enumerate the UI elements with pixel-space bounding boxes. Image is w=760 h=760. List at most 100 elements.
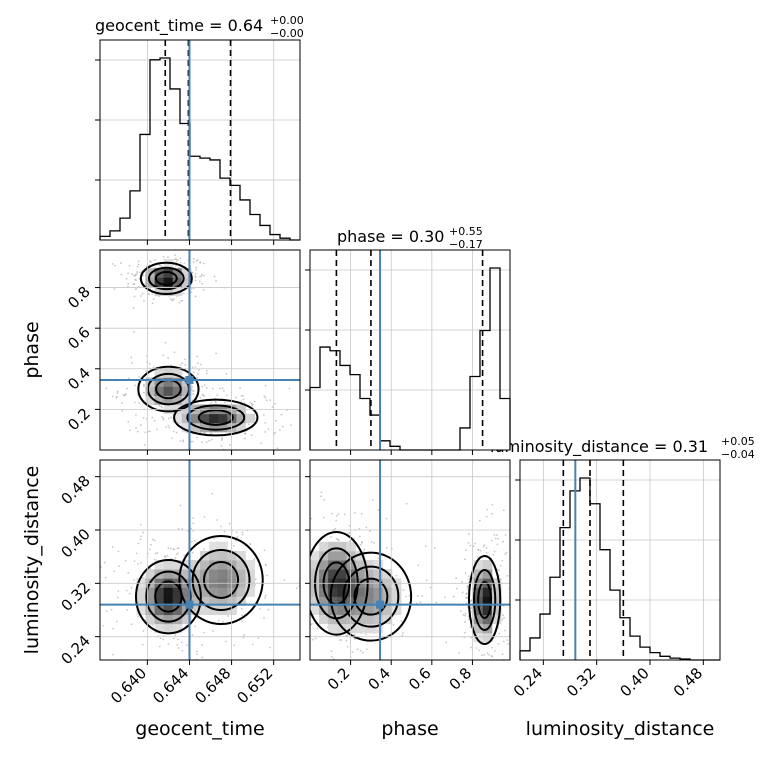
sample-point xyxy=(502,509,505,512)
sample-point xyxy=(263,395,266,397)
density-cell xyxy=(163,587,174,597)
x-tick-label: 0.640 xyxy=(107,664,150,707)
sample-point xyxy=(191,389,194,392)
sample-point xyxy=(241,614,244,617)
density-cell xyxy=(163,623,174,634)
sample-point xyxy=(141,643,144,646)
y-tick-label: 0.4 xyxy=(64,364,94,394)
density-cell xyxy=(227,569,237,579)
density-cell xyxy=(163,277,174,287)
sample-point xyxy=(274,419,277,422)
sample-point xyxy=(445,641,448,644)
sample-point xyxy=(174,254,176,257)
sample-point xyxy=(156,552,159,554)
sample-point xyxy=(130,623,133,626)
sample-point xyxy=(402,589,405,592)
sample-point xyxy=(491,512,493,515)
sample-point xyxy=(116,390,119,393)
density-cell xyxy=(145,587,156,597)
sample-point xyxy=(202,289,205,291)
density-cell xyxy=(154,386,165,396)
density-cell xyxy=(227,587,237,597)
density-cell xyxy=(218,422,228,433)
histogram-phase xyxy=(309,267,511,451)
sample-point xyxy=(192,522,195,525)
sample-point xyxy=(148,430,151,433)
sample-point xyxy=(365,526,368,529)
sample-point xyxy=(484,670,486,672)
sample-point xyxy=(498,632,501,635)
title-luminosity-distance-label: luminosity_distance = 0.31 xyxy=(490,437,708,457)
sample-point xyxy=(225,640,227,643)
density-geocent_time-phase-panel: 0.2 0.4 0.6 0.8 xyxy=(64,248,301,455)
y-tick-label: 0.24 xyxy=(57,632,93,668)
sample-point xyxy=(486,508,488,511)
sample-point xyxy=(467,533,470,536)
sample-point xyxy=(377,509,380,511)
sample-point xyxy=(200,273,203,276)
sample-point xyxy=(133,579,135,581)
sample-point xyxy=(280,413,283,416)
sample-point xyxy=(194,248,196,250)
x-tick-label: 0.652 xyxy=(233,664,276,707)
density-cell xyxy=(172,587,183,597)
sample-point xyxy=(458,652,461,654)
sample-point xyxy=(173,548,175,551)
sample-point xyxy=(424,545,427,548)
sample-point xyxy=(191,634,194,636)
sample-point xyxy=(502,614,504,617)
sample-point xyxy=(203,548,205,551)
sample-point xyxy=(504,553,507,555)
contour-line xyxy=(173,398,259,437)
sample-point xyxy=(283,579,286,582)
sample-point xyxy=(216,394,219,397)
title-phase-label: phase = 0.30 xyxy=(337,227,444,246)
density-cell xyxy=(209,422,219,433)
density-cell xyxy=(209,560,219,570)
sample-point xyxy=(160,265,163,267)
sample-point xyxy=(295,587,298,590)
density-cell xyxy=(209,596,219,606)
sample-point xyxy=(180,641,183,644)
sample-point xyxy=(343,513,346,516)
sample-point xyxy=(122,394,125,396)
density-cell xyxy=(236,550,246,561)
title-geocent-time-minus: −0.00 xyxy=(270,27,304,40)
hist-luminosity_distance-background xyxy=(520,460,720,660)
density-cell xyxy=(491,587,502,597)
sample-point xyxy=(136,273,138,275)
sample-point xyxy=(493,550,496,553)
contour-line xyxy=(178,535,264,625)
sample-point xyxy=(216,519,218,521)
hist-phase-panel xyxy=(305,249,511,455)
contour-line xyxy=(145,570,192,623)
sample-point xyxy=(179,364,182,367)
truth-marker xyxy=(185,600,194,609)
density-cell xyxy=(482,560,493,570)
sample-point xyxy=(244,432,247,435)
sample-point xyxy=(135,427,137,429)
sample-point xyxy=(228,443,231,446)
sample-point xyxy=(314,637,317,640)
density-cell xyxy=(319,596,329,606)
sample-point xyxy=(365,648,368,651)
sample-point xyxy=(253,400,256,403)
sample-point xyxy=(496,543,499,546)
sample-point xyxy=(264,421,267,424)
sample-point xyxy=(461,591,464,594)
sample-point xyxy=(203,631,205,634)
sample-point xyxy=(425,579,428,582)
sample-point xyxy=(346,646,349,648)
sample-point xyxy=(265,399,268,402)
density-cell xyxy=(364,614,375,625)
density-cell xyxy=(373,560,384,570)
density-cell xyxy=(172,605,183,616)
density-cell xyxy=(218,541,228,552)
sample-point xyxy=(194,275,197,277)
sample-point xyxy=(175,258,178,261)
density-cell xyxy=(154,560,165,570)
density-cell xyxy=(245,587,256,597)
y-tick-label: 0.32 xyxy=(57,578,93,614)
sample-point xyxy=(192,517,195,519)
title-luminosity-distance-plus: +0.05 xyxy=(721,435,755,448)
